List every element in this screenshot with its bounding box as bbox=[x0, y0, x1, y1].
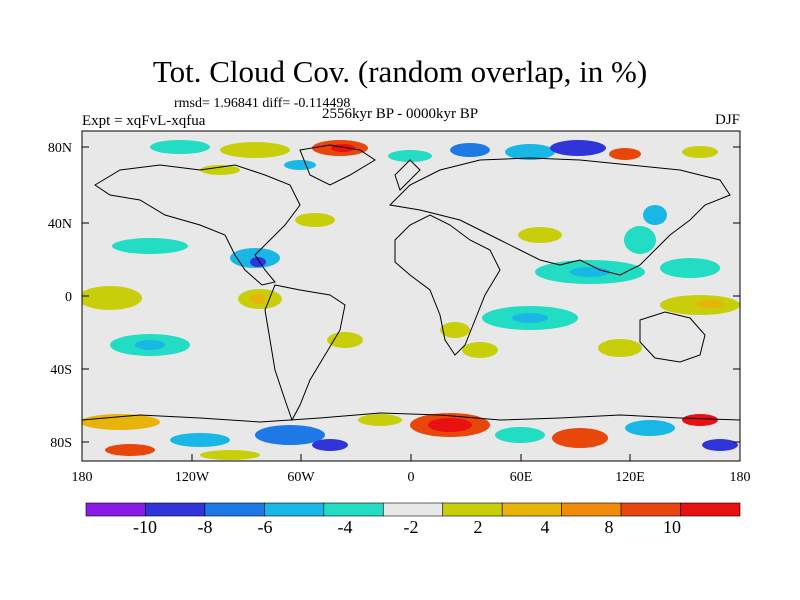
coastlines bbox=[82, 144, 740, 423]
lon-label: 60E bbox=[510, 470, 533, 485]
lat-label: 40N bbox=[48, 217, 72, 232]
colorbar-swatch bbox=[85, 502, 146, 517]
lat-label: 0 bbox=[65, 290, 72, 305]
colorbar-label: -10 bbox=[133, 517, 157, 537]
colorbar-labels: -10 -8 -6 -4 -2 2 4 8 10 bbox=[133, 517, 681, 537]
colorbar-swatch bbox=[145, 502, 206, 517]
map-background bbox=[82, 131, 740, 461]
colorbar-label: -2 bbox=[404, 517, 419, 537]
experiment-label: Expt = xqFvL-xqfua bbox=[82, 113, 206, 129]
lat-label: 80N bbox=[48, 141, 72, 156]
anomaly-field bbox=[82, 140, 740, 461]
colorbar-swatch bbox=[620, 502, 681, 517]
colorbar-label: -8 bbox=[198, 517, 213, 537]
rmsd-diff-stats: rmsd= 1.96841 diff= -0.114498 bbox=[174, 96, 351, 111]
colorbar-label: -6 bbox=[258, 517, 273, 537]
colorbar-label: 10 bbox=[663, 517, 681, 537]
axis-ticks bbox=[81, 146, 741, 461]
season-label: DJF bbox=[714, 112, 740, 128]
lon-label: 120W bbox=[175, 470, 210, 485]
colorbar-swatch bbox=[323, 502, 384, 517]
colorbar-label: 4 bbox=[541, 517, 550, 537]
colorbar-label: -4 bbox=[338, 517, 353, 537]
colorbar-swatch bbox=[442, 502, 503, 517]
colorbar-swatch bbox=[501, 502, 562, 517]
colorbar-swatch bbox=[680, 502, 741, 517]
colorbar-swatch bbox=[204, 502, 265, 517]
colorbar-swatch bbox=[561, 502, 622, 517]
period-label: 2556kyr BP - 0000kyr BP bbox=[322, 106, 479, 122]
lat-label: 40S bbox=[50, 363, 72, 378]
lon-label: 180 bbox=[72, 470, 93, 485]
lon-label: 0 bbox=[408, 470, 415, 485]
lon-label: 180 bbox=[730, 470, 751, 485]
colorbar-swatch bbox=[382, 502, 444, 517]
colorbar-label: 2 bbox=[474, 517, 483, 537]
colorbar-label: 8 bbox=[605, 517, 614, 537]
lat-label: 80S bbox=[50, 436, 72, 451]
lon-label: 60W bbox=[287, 470, 315, 485]
lon-label: 120E bbox=[615, 470, 645, 485]
colorbar-swatch bbox=[264, 502, 325, 517]
colorbar bbox=[85, 502, 741, 517]
map-title: Tot. Cloud Cov. (random overlap, in %) bbox=[152, 54, 648, 89]
longitude-labels: 180 120W 60W 0 60E 120E 180 bbox=[72, 470, 751, 485]
latitude-labels: 80N 40N 0 40S 80S bbox=[48, 141, 72, 451]
